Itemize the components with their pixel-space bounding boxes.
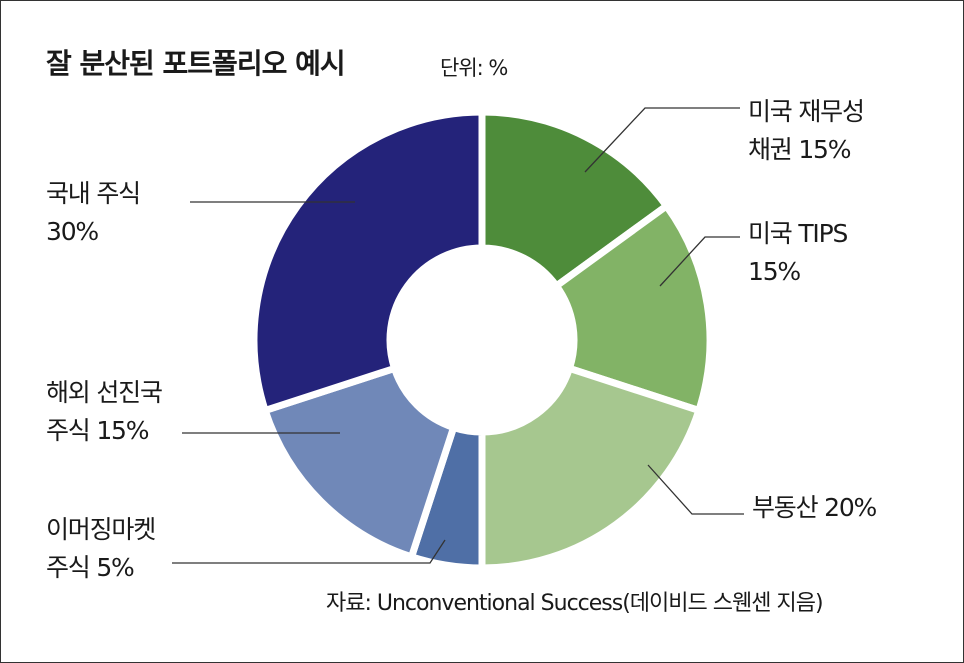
slice-us-tips: [551, 201, 714, 415]
slice-domestic-equity: [250, 108, 486, 415]
leader-us-treasury: [584, 107, 740, 173]
label-line: 채권 15%: [748, 135, 852, 164]
label-real-estate: 부동산 20%: [752, 489, 877, 527]
label-line: 주식 5%: [46, 553, 135, 582]
label-us-treasury: 미국 재무성 채권 15%: [748, 93, 865, 169]
leader-emerging-market: [172, 539, 446, 564]
label-line: 주식 15%: [46, 416, 150, 445]
slice-developed-intl: [260, 364, 458, 562]
label-emerging-market: 이머징마켓 주식 5%: [46, 511, 156, 587]
leader-real-estate: [647, 464, 744, 515]
label-line: 해외 선진국: [46, 378, 163, 407]
label-line: 15%: [748, 257, 801, 286]
source-note: 자료: Unconventional Success(데이비드 스웬센 지음): [326, 591, 824, 616]
label-line: 미국 TIPS: [748, 219, 848, 248]
chart-title: 잘 분산된 포트폴리오 예시: [46, 47, 346, 80]
label-line: 30%: [46, 217, 99, 246]
leader-us-tips: [659, 236, 740, 287]
label-developed-intl: 해외 선진국 주식 15%: [46, 374, 163, 450]
label-line: 이머징마켓: [46, 515, 156, 544]
label-line: 부동산 20%: [752, 493, 877, 522]
unit-label: 단위: %: [440, 56, 508, 80]
label-line: 국내 주식: [46, 179, 141, 208]
label-line: 미국 재무성: [748, 97, 865, 126]
label-us-tips: 미국 TIPS 15%: [748, 215, 848, 291]
slice-real-estate: [478, 364, 704, 572]
label-domestic-equity: 국내 주식 30%: [46, 175, 141, 251]
slice-us-treasury: [478, 108, 672, 291]
